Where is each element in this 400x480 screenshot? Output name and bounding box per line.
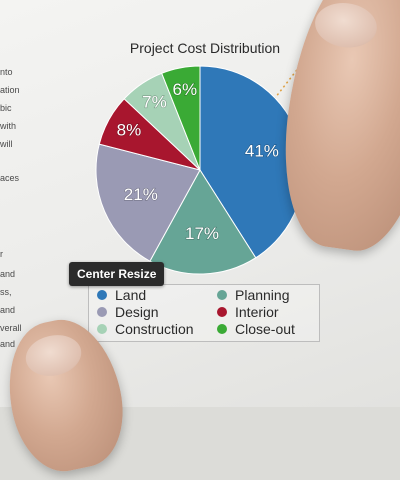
pie-slice-label: 41%: [245, 141, 279, 160]
legend-label: Design: [115, 304, 159, 320]
legend-item-construction: Construction: [97, 321, 194, 337]
pie-slice-label: 8%: [117, 120, 142, 139]
bg-text-line: nto: [0, 67, 13, 77]
bg-text-line: with: [0, 121, 17, 131]
bg-text-line: and: [0, 305, 16, 315]
pie-slice-design[interactable]: [95, 143, 201, 262]
center-resize-tooltip: Center Resize: [69, 262, 165, 286]
legend-label: Land: [115, 287, 147, 303]
legend-swatch: [97, 290, 107, 300]
legend-swatch: [217, 324, 227, 334]
pie-slice-label: 6%: [173, 80, 198, 99]
bg-text-line: and: [0, 269, 16, 279]
pie-slice-label: 17%: [185, 224, 219, 243]
bg-text-line: aces: [0, 173, 20, 183]
bg-text-line: verall: [0, 323, 22, 333]
legend-label: Interior: [235, 304, 279, 320]
bg-text-line: bic: [0, 103, 12, 113]
legend-swatch: [217, 307, 227, 317]
legend-label: Close-out: [235, 321, 295, 337]
legend-item-close-out: Close-out: [217, 321, 295, 337]
bg-text-line: will: [0, 139, 13, 149]
legend-item-design: Design: [97, 304, 159, 320]
pie-slice-label: 21%: [124, 185, 158, 204]
pie-slices[interactable]: [95, 65, 305, 275]
legend-item-land: Land: [97, 287, 146, 303]
chart-legend: Land Planning Design Interior Constructi…: [88, 284, 320, 342]
fingernail: [312, 0, 380, 52]
legend-swatch: [217, 290, 227, 300]
fingernail: [21, 330, 86, 381]
pie-labels: 41% 17% 21% 8%7% 6%: [116, 79, 280, 243]
legend-item-planning: Planning: [217, 287, 290, 303]
legend-swatch: [97, 307, 107, 317]
bg-text-line: r: [0, 249, 3, 259]
bg-text-line: ss,: [0, 287, 12, 297]
pie-chart[interactable]: 41% 17% 21% 8%7% 6%: [0, 0, 400, 407]
pie-slice-label: 7%: [142, 92, 167, 111]
chart-title: Project Cost Distribution: [129, 40, 281, 56]
pie-slice-close-out[interactable]: [161, 65, 201, 171]
legend-item-interior: Interior: [217, 304, 279, 320]
bg-text-line: ation: [0, 85, 20, 95]
legend-label: Planning: [235, 287, 290, 303]
bg-text-line: and: [0, 339, 16, 349]
legend-label: Construction: [115, 321, 194, 337]
legend-swatch: [97, 324, 107, 334]
